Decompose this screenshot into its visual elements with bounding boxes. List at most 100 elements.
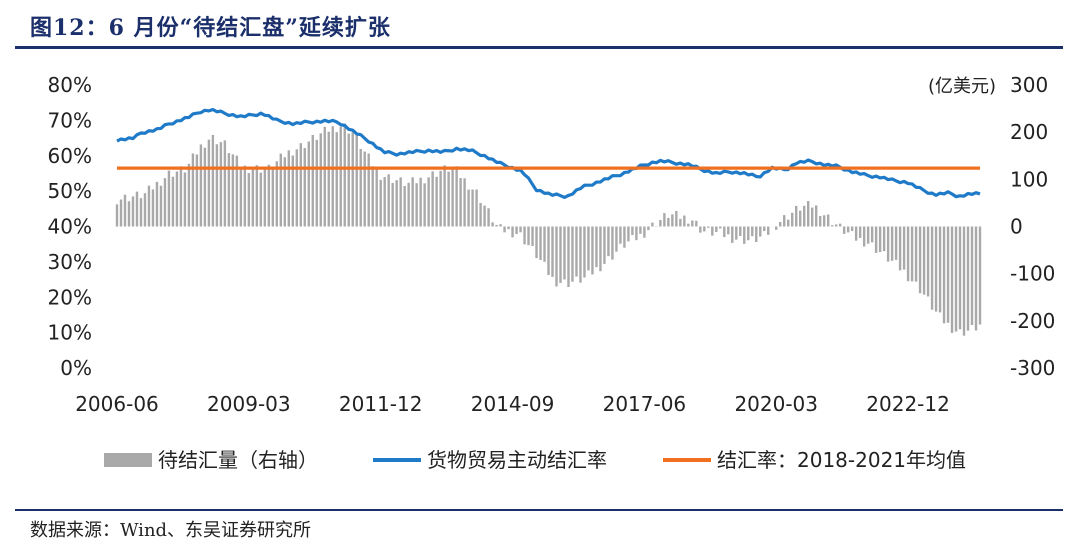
bar-mark <box>954 226 958 332</box>
bar-mark <box>307 141 310 227</box>
bar-mark <box>595 226 598 268</box>
bar-mark <box>207 139 211 227</box>
right-axis-tick-label: 100 <box>1010 167 1048 191</box>
bar-mark <box>631 226 634 236</box>
bar-mark <box>715 226 718 233</box>
bar-mark <box>579 226 582 283</box>
bar-mark <box>343 123 346 227</box>
bar-mark <box>551 226 554 277</box>
legend: 待结汇量（右轴） 货物贸易主动结汇率 结汇率：2018-2021年均值 <box>104 448 966 472</box>
bar-mark <box>311 134 314 227</box>
bar-mark <box>463 178 466 227</box>
bar-mark <box>151 189 155 227</box>
right-axis-unit-label: (亿美元) <box>928 76 996 97</box>
bar-mark <box>227 153 231 227</box>
bar-mark <box>303 148 306 227</box>
bar-mark <box>387 174 390 227</box>
bar-mark <box>970 226 974 326</box>
bar-mark <box>862 226 866 247</box>
bar-mark <box>251 169 255 227</box>
bar-mark <box>894 226 898 260</box>
left-axis-tick-label: 40% <box>48 215 92 239</box>
bar-mark <box>187 163 191 227</box>
bar-mark <box>471 189 474 227</box>
bar-mark <box>363 151 366 227</box>
bar-mark <box>607 226 610 257</box>
bar-mark <box>367 153 370 227</box>
left-axis-tick-label: 10% <box>48 321 92 345</box>
bar-mark <box>543 226 546 262</box>
bar-mark <box>787 219 790 227</box>
bar-mark <box>946 226 950 323</box>
bar-mark <box>755 226 758 243</box>
bar-mark <box>966 226 970 331</box>
bar-mark <box>531 226 534 246</box>
bar-mark <box>199 144 203 227</box>
left-axis-tick-label: 80% <box>48 73 92 97</box>
bar-mark <box>511 226 514 238</box>
bar-mark <box>395 180 398 227</box>
bar-mark <box>667 217 670 227</box>
bar-mark <box>914 226 918 282</box>
left-axis-tick-label: 30% <box>48 250 92 274</box>
bar-mark <box>503 226 506 233</box>
bar-mark <box>219 142 223 227</box>
bar-mark <box>211 134 215 227</box>
bar-mark <box>846 226 850 233</box>
chart-title: 图12：6 月份“待结汇盘”延续扩张 <box>30 15 391 41</box>
bar-mark <box>527 226 530 246</box>
bar-mark <box>175 171 179 227</box>
bar-mark <box>898 226 902 271</box>
bar-mark <box>515 226 518 235</box>
bar-mark <box>567 226 570 287</box>
bar-mark <box>934 226 938 312</box>
bar-mark <box>439 170 442 227</box>
bar-mark <box>435 176 438 227</box>
bar-mark <box>858 226 862 238</box>
bar-mark <box>499 224 502 227</box>
bar-mark <box>675 210 678 227</box>
bar-mark <box>695 220 698 227</box>
bar-mark <box>147 185 151 227</box>
bar-mark <box>826 214 830 227</box>
bar-mark <box>763 226 766 232</box>
bar-mark <box>958 226 962 330</box>
bar-mark <box>795 205 798 227</box>
bar-mark <box>203 147 207 227</box>
bar-mark <box>459 178 462 227</box>
bar-mark <box>803 205 806 227</box>
bar-mark <box>383 177 386 227</box>
bar-mark <box>539 226 542 260</box>
bar-mark <box>775 226 778 230</box>
bar-mark <box>834 224 838 227</box>
bar-mark <box>659 219 662 227</box>
bar-mark <box>727 226 730 235</box>
bar-mark <box>671 214 674 227</box>
bar-mark <box>882 226 886 252</box>
bar-mark <box>922 226 926 295</box>
bar-mark <box>359 148 362 227</box>
bar-mark <box>759 226 762 237</box>
bar-mark <box>535 226 538 259</box>
bar-mark <box>830 225 834 227</box>
bar-mark <box>751 226 754 237</box>
bar-mark <box>135 191 139 227</box>
bar-mark <box>275 161 279 227</box>
bar-mark <box>479 202 482 227</box>
bar-mark <box>906 226 910 282</box>
legend-label: 货物贸易主动结汇率 <box>427 448 607 472</box>
bar-mark <box>279 153 283 227</box>
bar-mark <box>427 177 430 227</box>
bar-mark <box>779 221 782 227</box>
bar-mark <box>291 155 294 227</box>
line-goods-trade-settlement-rate <box>116 107 981 199</box>
bar-mark <box>339 126 342 227</box>
chart: 0% 10% 20% 30% 40% 50% 60% 70% 80% -300 -200 -100 0 1… <box>48 73 1056 472</box>
bar-mark <box>547 226 550 276</box>
bar-mark <box>783 215 786 227</box>
bar-mark <box>259 172 263 227</box>
bar-mark <box>799 210 802 227</box>
bar-mark <box>167 170 171 227</box>
bar-mark <box>587 226 590 271</box>
bar-mark <box>163 178 167 227</box>
